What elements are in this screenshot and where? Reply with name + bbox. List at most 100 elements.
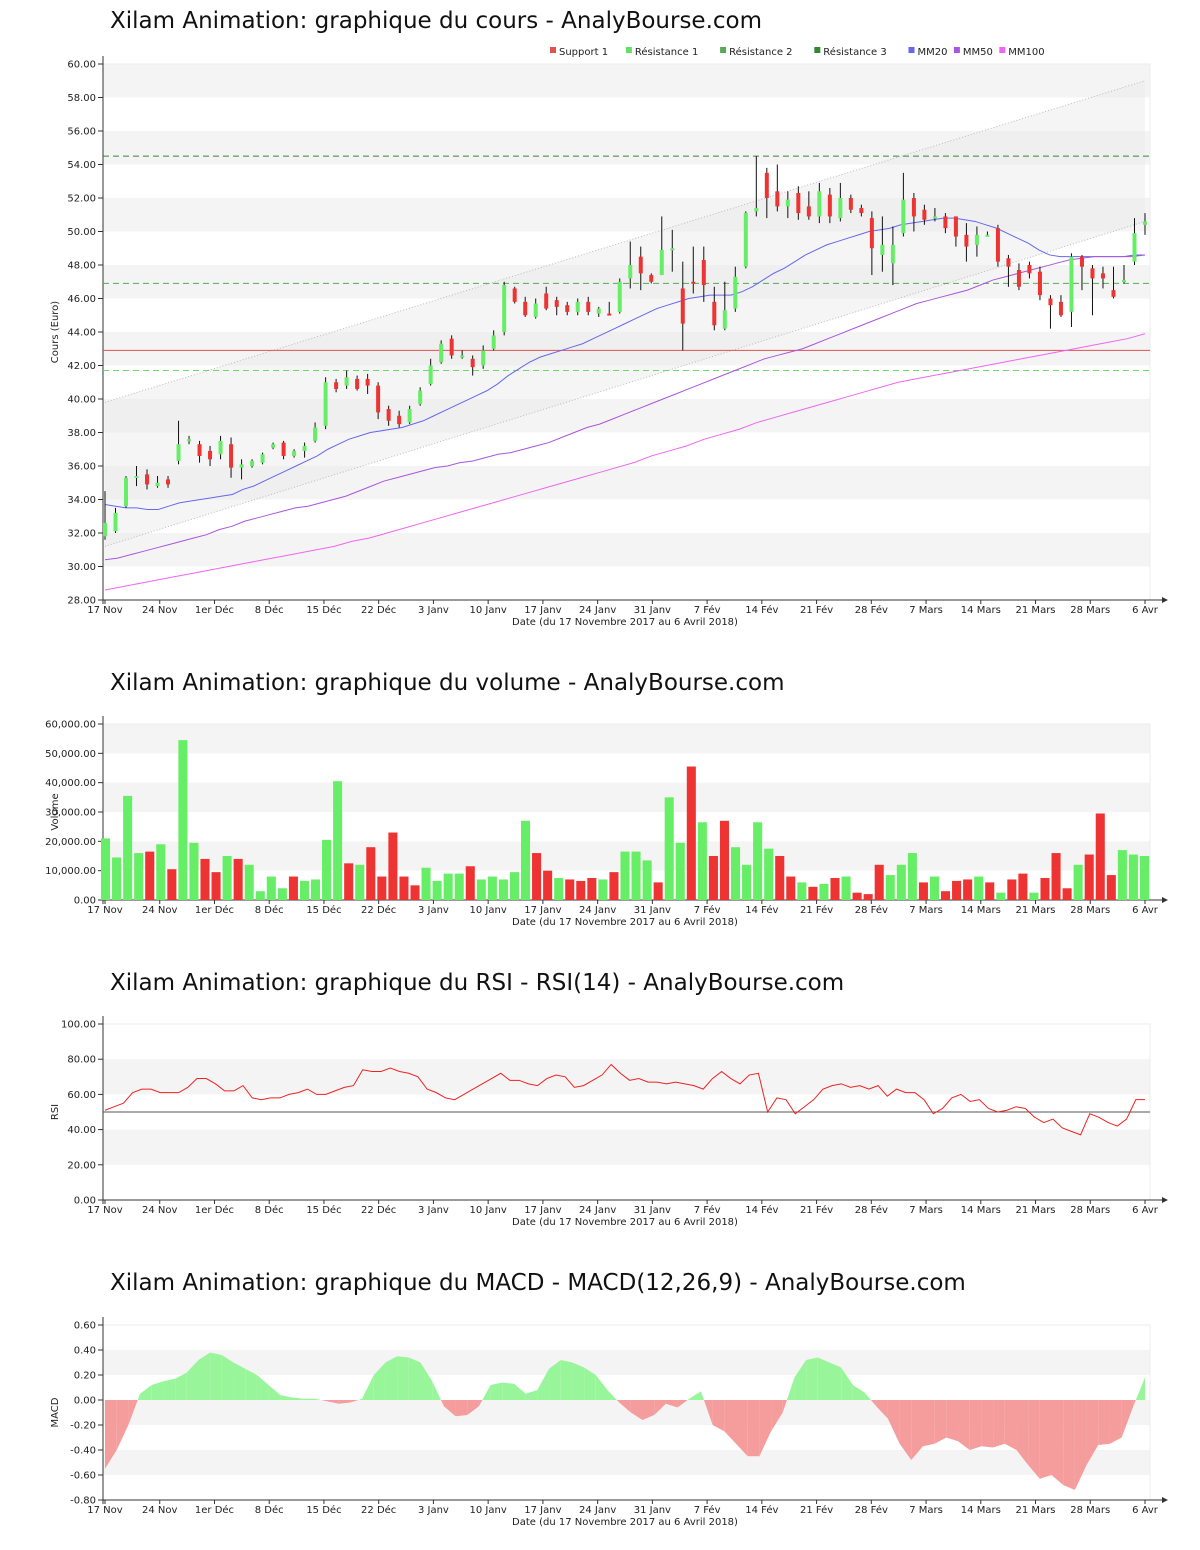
candle-body [922,209,927,220]
candle-body [806,206,811,217]
candle-body [271,444,276,448]
candle-body [355,378,360,389]
price-y-tick-label: 60.00 [67,60,96,71]
volume-bar [576,880,586,900]
price-x-tick-label: 7 Mars [909,605,943,616]
volume-bar [222,856,232,900]
candle-body [124,477,129,507]
volume-y-tick-label: 10,000.00 [45,866,96,877]
macd-area-segment [782,1400,787,1413]
volume-bar [288,876,298,900]
candle-body [827,194,832,217]
rsi-grid-band [103,1059,1150,1095]
volume-bar [686,766,696,900]
price-x-tick-label: 17 Janv [524,605,561,616]
price-x-tick-label: 28 Mars [1070,605,1110,616]
candle-body [869,218,874,249]
volume-x-tick-label: 10 Janv [470,905,507,916]
macd-area-segment [397,1356,409,1400]
price-grid-band [103,265,1150,299]
volume-y-axis-title: Volume [50,793,61,830]
macd-area-segment [233,1362,246,1400]
macd-y-tick-label: 0.00 [74,1396,96,1407]
macd-area-segment [887,1400,900,1444]
rsi-x-tick-label: 28 Fév [855,1204,888,1216]
price-x-tick-label: 8 Déc [255,604,284,616]
candle-body [596,308,601,314]
price-grid-band [103,64,1150,98]
macd-area-segment [595,1375,608,1400]
macd-area-segment [958,1400,970,1450]
macd-x-tick-label: 7 Mars [909,1505,943,1516]
candle-body [113,512,118,532]
price-y-tick-label: 50.00 [67,227,96,238]
macd-y-tick-label: 0.20 [74,1371,96,1382]
rsi-x-tick-label: 8 Déc [255,1204,284,1216]
price-x-tick-label: 14 Fév [745,604,778,616]
price-x-tick-label: 10 Janv [470,605,507,616]
volume-bar [145,851,155,900]
volume-bar [775,856,785,900]
macd-area-segment [700,1391,704,1400]
macd-area-segment [841,1367,853,1400]
macd-area-segment [315,1398,322,1400]
candle-body [449,338,454,356]
volume-bar [1106,875,1116,900]
macd-area-segment [642,1400,655,1420]
macd-area-segment [1063,1400,1075,1490]
macd-area-segment [724,1400,737,1444]
price-y-tick-label: 28.00 [67,596,96,607]
candle-body [1027,265,1032,274]
rsi-x-tick-label: 28 Mars [1070,1205,1110,1216]
candle-body [197,444,202,456]
legend-swatch [720,47,727,53]
macd-area-segment [1086,1400,1099,1465]
volume-bar [863,894,873,900]
macd-area-segment [549,1360,561,1400]
volume-x-tick-label: 24 Nov [142,905,178,916]
macd-area-segment [712,1400,725,1432]
macd-x-tick-label: 14 Fév [745,1504,778,1516]
macd-x-tick-label: 15 Déc [306,1504,341,1516]
volume-x-tick-label: 22 Déc [361,904,396,916]
candle-body [785,199,790,207]
macd-area-segment [1051,1400,1064,1485]
volume-bar [355,864,365,900]
volume-x-tick-label: 28 Fév [855,904,888,916]
volume-bar [719,820,729,900]
macd-area-segment [736,1400,748,1457]
macd-area-segment [619,1400,631,1413]
volume-x-tick-label: 15 Déc [306,904,341,916]
candle-body [376,385,381,413]
volume-bar [587,878,597,900]
macd-x-tick-label: 24 Nov [142,1505,178,1516]
rsi-grid-band [103,1129,1150,1165]
series-mm100 [104,333,1146,591]
price-x-tick-label: 22 Déc [361,604,396,616]
candle-body [145,474,150,485]
candle-body [418,390,423,405]
candle-body [1121,280,1126,283]
volume-bar [299,880,309,900]
rsi-x-tick-label: 24 Janv [579,1205,616,1216]
rsi-x-tick-label: 10 Janv [470,1205,507,1216]
volume-x-tick-label: 1er Déc [195,904,234,916]
price-y-tick-label: 52.00 [67,194,96,205]
candle-body [838,198,843,219]
candle-body [470,358,475,368]
macd-area-segment [338,1400,351,1404]
rsi-chart-title: Xilam Animation: graphique du RSI - RSI(… [110,970,845,996]
candle-body [1143,221,1147,225]
legend-swatch [625,47,632,53]
price-x-tick-label: 17 Nov [87,605,123,616]
macd-area-segment [116,1400,129,1450]
rsi-x-tick-label: 24 Nov [142,1205,178,1216]
legend-label: Support 1 [559,47,608,58]
macd-area-segment [677,1400,688,1408]
macd-y-tick-label: -0.60 [70,1471,96,1482]
volume-bar [952,880,962,900]
macd-area-segment [256,1375,269,1400]
candle-body [302,445,307,451]
macd-area-segment [1109,1400,1122,1444]
